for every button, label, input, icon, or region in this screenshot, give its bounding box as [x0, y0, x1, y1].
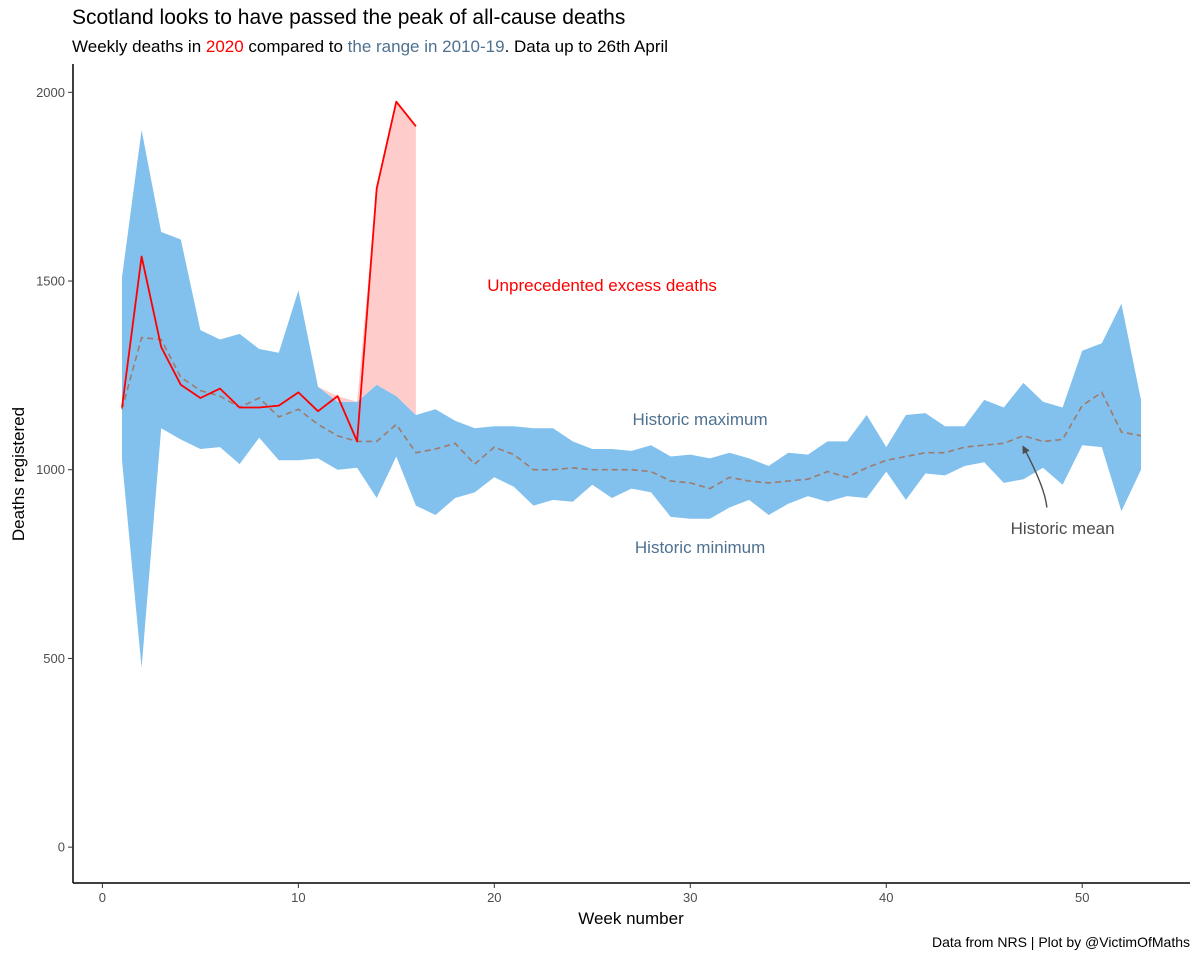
historic-mean-arrow: [1022, 445, 1048, 508]
x-tick-label: 0: [99, 890, 106, 905]
subtitle-range-highlight: the range in 2010-19: [347, 37, 505, 56]
y-tick-label: 500: [43, 651, 65, 666]
annotation-label: Historic mean: [1011, 519, 1115, 538]
annotation-label: Historic minimum: [635, 538, 765, 557]
x-tick-label: 50: [1075, 890, 1089, 905]
x-axis-title: Week number: [578, 909, 684, 928]
historic-mean-line: [121, 336, 1142, 490]
deaths-2020-line: [121, 100, 417, 443]
annotation-label: Historic maximum: [633, 410, 768, 429]
y-tick-label: 2000: [36, 85, 65, 100]
x-tick-label: 20: [487, 890, 501, 905]
y-axis-title: Deaths registered: [9, 407, 28, 541]
chart-title: Scotland looks to have passed the peak o…: [72, 6, 626, 29]
subtitle-part1: Weekly deaths in: [72, 37, 206, 56]
y-tick-label: 0: [58, 840, 65, 855]
excess-deaths-area: [122, 101, 416, 415]
annotation-label: Unprecedented excess deaths: [487, 276, 717, 295]
chart-subtitle: Weekly deaths in 2020 compared to the ra…: [72, 37, 668, 57]
subtitle-part2: compared to: [243, 37, 348, 56]
historic-range-area: [122, 130, 1141, 668]
y-tick-label: 1500: [36, 274, 65, 289]
chart-caption: Data from NRS | Plot by @VictimOfMaths: [932, 934, 1190, 950]
x-tick-label: 40: [879, 890, 893, 905]
subtitle-part3: . Data up to 26th April: [504, 37, 669, 56]
subtitle-year-highlight: 2020: [205, 37, 244, 56]
x-tick-label: 10: [291, 890, 305, 905]
x-tick-label: 30: [683, 890, 697, 905]
y-tick-label: 1000: [36, 462, 65, 477]
